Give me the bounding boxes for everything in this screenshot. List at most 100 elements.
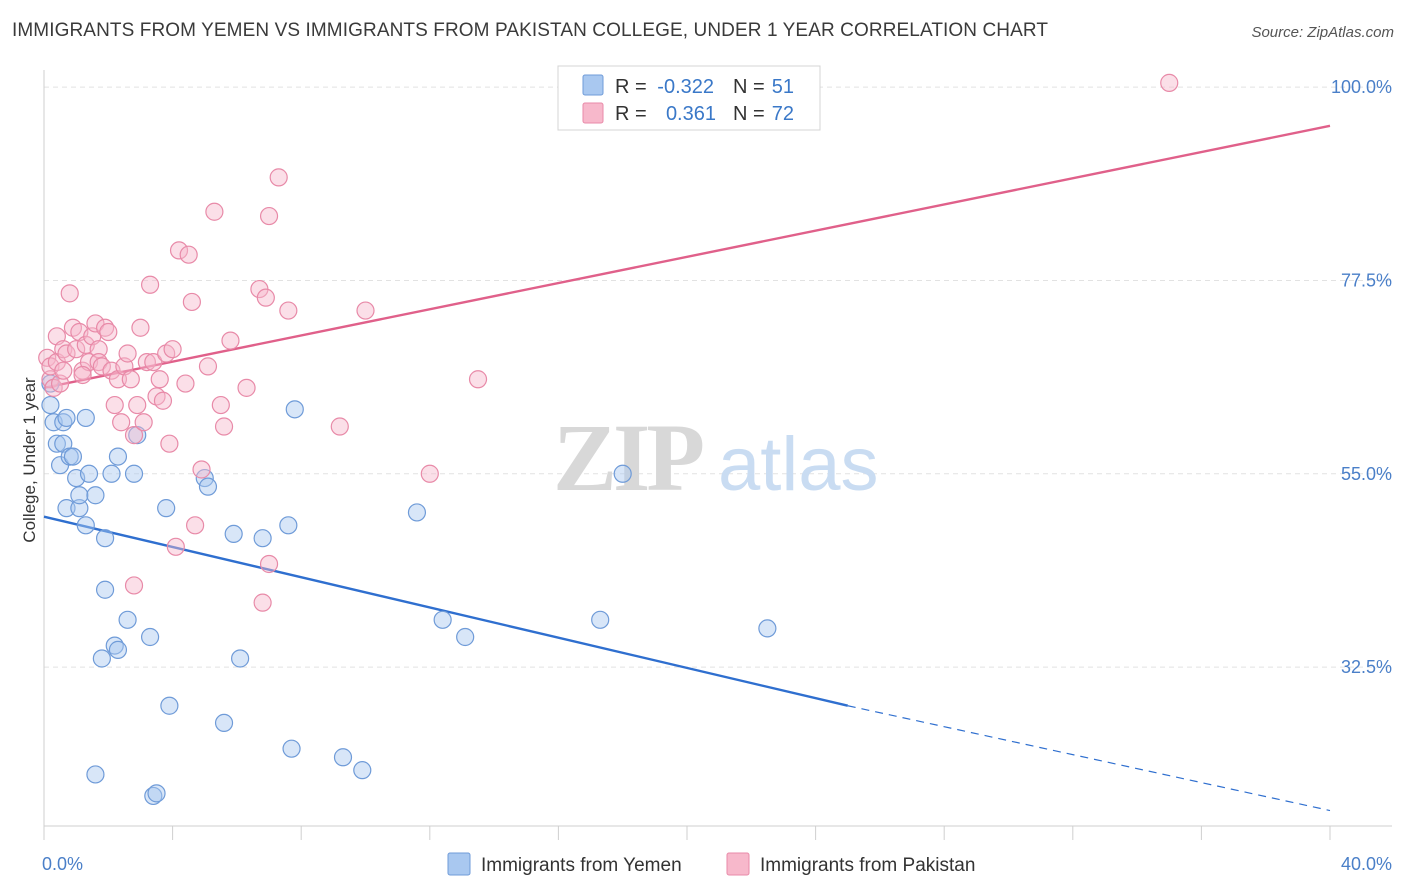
point-series1-36 [144,352,163,372]
point-series1-70 [54,361,73,380]
trend-extension-series0 [847,705,1331,812]
point-series1-61 [269,168,288,187]
point-series0-34 [198,477,218,496]
watermark-atlas: atlas [718,422,879,507]
point-series0-48 [613,464,632,483]
point-series1-34 [137,352,156,372]
point-series1-20 [92,357,111,376]
point-series1-68 [1160,73,1179,92]
trend-lines [43,124,1331,812]
point-series1-22 [99,322,118,342]
point-series1-46 [179,245,198,264]
point-series0-17 [86,486,105,505]
point-series1-9 [60,284,79,303]
point-series1-8 [57,344,76,363]
legend-n-value-yemen: 51 [772,76,794,98]
legend-r-value-pakistan: 0.361 [666,103,716,125]
y-tick-label-1: 55.0% [1341,464,1392,484]
y-tick-label-0: 32.5% [1341,657,1392,677]
series-label-yemen: Immigrants from Yemen [481,855,682,876]
point-series1-55 [237,378,256,397]
point-series0-36 [224,524,243,544]
point-series1-29 [121,370,140,389]
point-series1-30 [124,426,144,445]
legend-n-label-pakistan: N = [733,103,765,125]
point-series0-37 [231,649,250,668]
point-series1-24 [105,395,124,415]
point-series0-7 [57,408,76,428]
point-series1-35 [140,275,160,294]
watermark-zip: ZIP [553,404,702,511]
point-series1-38 [150,370,169,389]
point-series1-45 [176,374,195,393]
point-series0-8 [57,499,76,518]
point-series1-71 [124,576,144,595]
source-label: Source: ZipAtlas.com [1251,24,1394,41]
point-series1-43 [166,537,185,556]
y-tick-label-2: 77.5% [1341,270,1392,290]
data-points [38,73,1179,806]
tick-labels: 32.5% 55.0% 77.5% 100.0% 0.0% 40.0% [42,77,1392,874]
point-series0-44 [407,503,427,522]
legend-n-value-pakistan: 72 [772,103,794,125]
point-series1-49 [192,460,211,479]
point-series1-54 [221,331,240,350]
point-series1-64 [356,301,375,320]
point-series1-18 [89,340,108,359]
point-series0-20 [95,580,115,599]
point-series0-40 [282,739,301,758]
point-series1-26 [112,413,131,432]
point-series0-3 [47,434,66,453]
point-series1-32 [131,318,150,337]
point-series0-1 [41,395,60,415]
point-series0-32 [160,696,179,715]
legend-r-label-yemen: R = [615,76,647,98]
correlation-legend: R = -0.322 N = 51 R = 0.361 N = 72 [557,65,821,131]
point-series0-18 [92,649,111,668]
point-series1-39 [153,391,173,410]
point-series0-49 [758,619,777,638]
point-series1-50 [198,357,218,376]
point-series0-47 [591,610,610,629]
legend-n-label-yemen: N = [733,76,765,98]
point-series1-59 [259,554,279,574]
point-series1-65 [420,464,439,483]
point-series1-60 [259,206,279,226]
point-series0-41 [285,400,304,419]
point-series0-28 [140,627,160,647]
point-series0-12 [70,499,89,518]
point-series0-45 [433,610,452,629]
point-series1-51 [205,202,224,221]
point-series0-43 [353,761,372,780]
point-series1-11 [67,340,86,359]
trend-line-series0 [43,515,849,707]
point-series1-58 [256,288,275,307]
x-tick-label-0: 0.0% [42,854,83,874]
y-axis-label: College, Under 1 year [20,377,39,543]
point-series0-30 [147,784,166,803]
legend-swatch-yemen [582,74,604,96]
trend-line-series1 [43,124,1331,390]
point-series0-16 [79,464,99,483]
point-series1-31 [128,395,147,415]
point-series1-28 [118,344,137,363]
point-series1-42 [163,340,182,359]
series-swatch-yemen [447,852,471,876]
point-series1-63 [330,417,349,436]
series-legend: Immigrants from Yemen Immigrants from Pa… [447,852,975,876]
series-label-pakistan: Immigrants from Pakistan [760,855,975,876]
point-series1-47 [182,292,201,312]
point-series0-14 [76,516,95,535]
point-series1-62 [279,301,298,320]
point-series0-42 [333,748,353,767]
point-series0-21 [102,464,121,483]
legend-swatch-pakistan [582,102,604,124]
chart-title: IMMIGRANTS FROM YEMEN VS IMMIGRANTS FROM… [12,20,1049,41]
point-series0-19 [95,529,115,548]
point-series0-26 [124,464,144,483]
point-series0-50 [86,765,105,784]
y-tick-label-3: 100.0% [1331,77,1392,97]
point-series1-33 [134,413,153,432]
point-series0-25 [118,610,137,629]
